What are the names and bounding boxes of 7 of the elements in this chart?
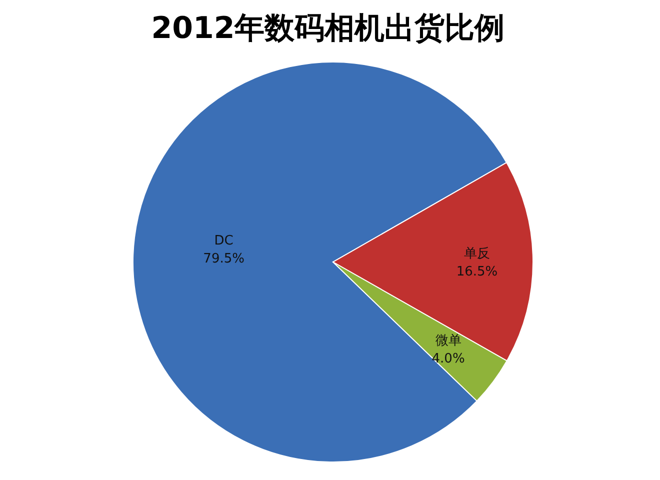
- slice-label: DC: [214, 233, 234, 248]
- chart-title: 2012年数码相机出货比例: [150, 10, 506, 48]
- data-label: 4.0%: [432, 351, 465, 366]
- slice-label: 单反: [464, 246, 490, 262]
- data-label: 16.5%: [456, 264, 498, 280]
- data-label: 79.5%: [203, 251, 244, 266]
- slice-label: 微单: [435, 333, 462, 348]
